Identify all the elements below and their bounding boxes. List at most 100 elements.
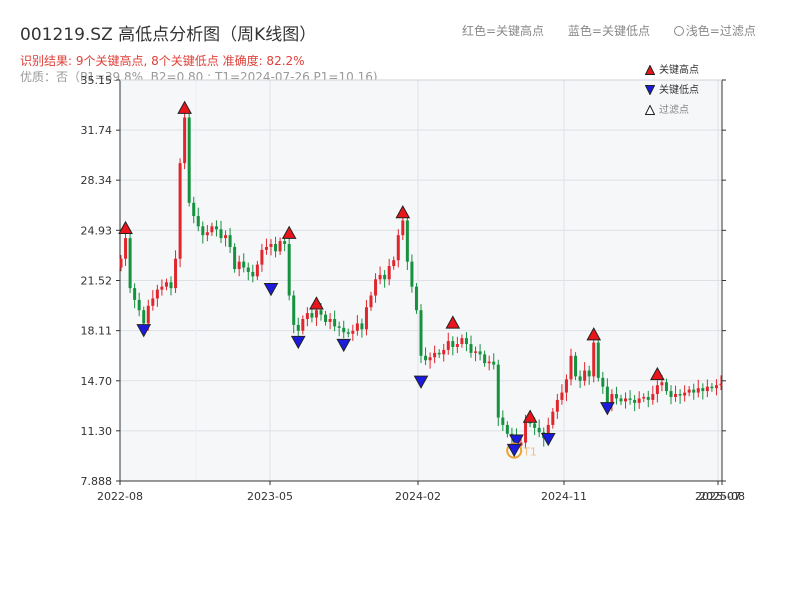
- candle-body: [492, 361, 496, 365]
- x-tick-label: 2025-07: [695, 490, 741, 503]
- candle-body: [596, 342, 600, 378]
- key-high-marker: [522, 409, 538, 423]
- key-high-marker: [118, 220, 133, 235]
- x-tick-label: 2024-02: [395, 490, 441, 503]
- candle-body: [496, 364, 500, 418]
- x-tick-label: 2024-11: [541, 490, 587, 503]
- page-title: 001219.SZ 高低点分析图（周K线图）: [20, 25, 317, 45]
- candle-body: [128, 238, 132, 289]
- candle-body: [424, 355, 428, 361]
- candle-body: [560, 392, 564, 400]
- key-low-marker: [136, 324, 152, 338]
- candle-body: [119, 258, 123, 268]
- candle-body: [433, 352, 437, 358]
- candle-body: [151, 298, 155, 306]
- key-high-marker: [395, 205, 411, 219]
- y-tick-label: 21.52: [81, 274, 113, 287]
- candle-body: [378, 274, 382, 280]
- candle-body: [683, 392, 687, 396]
- candle-body: [192, 202, 196, 217]
- candle-body: [437, 352, 441, 355]
- candle-body: [651, 394, 655, 400]
- candle-body: [146, 305, 150, 324]
- candle-body: [296, 324, 300, 331]
- candle-body: [442, 349, 446, 355]
- candle-body: [687, 389, 691, 393]
- candle-body: [474, 351, 478, 353]
- candle-body: [269, 244, 273, 247]
- key-low-marker: [336, 338, 352, 353]
- key-high-marker: [586, 327, 602, 341]
- t1-ring: [506, 442, 523, 459]
- y-tick-label: 28.34: [81, 174, 113, 187]
- candle-body: [610, 394, 614, 403]
- y-tick-label: 7.888: [81, 475, 113, 488]
- candle-body: [142, 310, 146, 324]
- candle-body: [714, 385, 718, 389]
- candle-body: [414, 286, 418, 311]
- key-low-marker: [413, 375, 429, 389]
- candle-body: [278, 241, 282, 252]
- candle-body: [601, 377, 605, 387]
- candle-body: [696, 388, 700, 393]
- key-low-marker: [263, 282, 279, 297]
- candle-body: [710, 386, 714, 389]
- candle-body: [501, 417, 505, 425]
- candle-body: [255, 264, 259, 277]
- candle-body: [405, 220, 409, 262]
- candle-body: [301, 319, 305, 331]
- candle-body: [633, 399, 637, 403]
- candle-body: [264, 246, 268, 250]
- candle-body: [692, 389, 696, 393]
- candle-body: [583, 370, 587, 381]
- candle-body: [346, 332, 350, 334]
- candle-body: [328, 319, 332, 322]
- hollow-triangle-icon: [644, 104, 656, 115]
- candle-body: [333, 319, 337, 327]
- key-high-marker: [177, 100, 192, 114]
- candle-body: [137, 299, 141, 311]
- candle-body: [219, 229, 223, 239]
- chart-legend: 关键高点 关键低点 过滤点: [644, 64, 699, 124]
- candle-body: [592, 342, 596, 377]
- candle-body: [169, 282, 173, 289]
- candle-body: [342, 327, 346, 333]
- candle-body: [587, 370, 591, 377]
- candle-body: [160, 286, 164, 290]
- x-tick-label: 2023-05: [247, 490, 293, 503]
- candle-body: [555, 399, 559, 412]
- y-tick-label: 24.93: [81, 224, 113, 237]
- key-high-marker: [650, 366, 665, 381]
- candle-body: [628, 398, 632, 400]
- key-low-marker: [509, 434, 524, 448]
- candle-body: [133, 288, 137, 300]
- legend-item-high: 关键高点: [644, 64, 699, 84]
- candle-body: [396, 235, 400, 261]
- y-tick-label: 14.70: [81, 375, 113, 388]
- t1-low-marker: [506, 443, 522, 458]
- candle-body: [674, 394, 678, 397]
- candle-body: [383, 274, 387, 280]
- candle-body: [524, 421, 528, 443]
- candle-body: [719, 383, 723, 386]
- candle-body: [310, 313, 314, 318]
- candle-body: [605, 386, 609, 403]
- up-triangle-icon: [644, 64, 656, 75]
- color-key-red: 红色=关键高点: [462, 24, 545, 38]
- candle-body: [228, 235, 232, 247]
- candle-body: [428, 357, 432, 361]
- candle-body: [533, 423, 537, 428]
- candle-body: [483, 354, 487, 364]
- candle-body: [614, 394, 618, 399]
- candle-body: [287, 244, 291, 296]
- candle-body: [619, 398, 623, 402]
- color-key-blue: 蓝色=关键低点: [567, 24, 650, 38]
- candle-body: [237, 261, 241, 270]
- candle-body: [355, 323, 359, 331]
- candle-body: [387, 266, 391, 280]
- candle-body: [487, 361, 491, 364]
- y-tick-label: 31.74: [81, 124, 113, 137]
- candle-body: [478, 351, 482, 355]
- candle-body: [678, 394, 682, 396]
- candle-body: [569, 355, 573, 380]
